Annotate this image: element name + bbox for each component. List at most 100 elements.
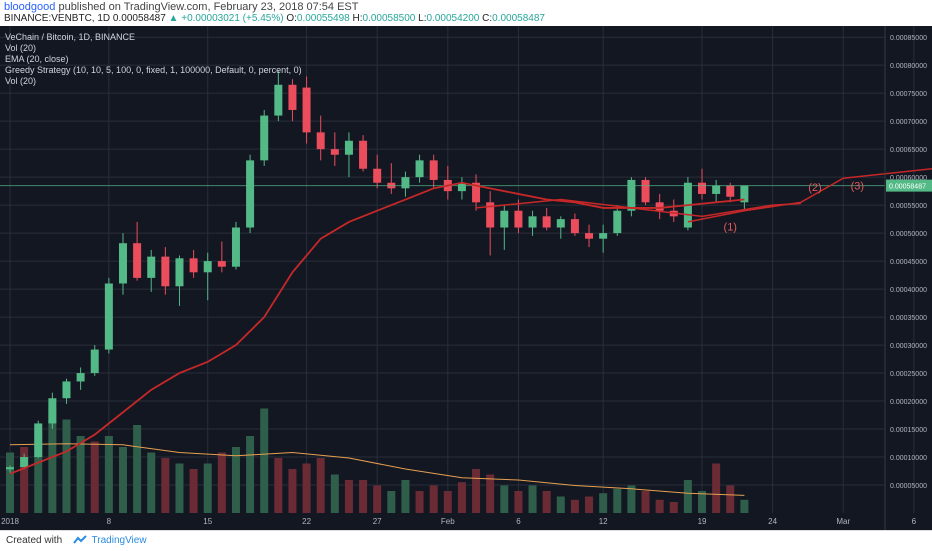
candle-body (359, 140, 368, 169)
candle (740, 185, 749, 210)
candle-body (528, 216, 537, 228)
volume-bar (613, 488, 622, 513)
candle-body (90, 349, 99, 374)
volume-bar (20, 447, 29, 513)
candle-body (316, 132, 325, 150)
candle (231, 221, 240, 270)
candle-body (542, 216, 551, 228)
last-price: 0.00058487 (112, 13, 166, 24)
candle-body (288, 84, 297, 110)
x-tick-label: Feb (441, 517, 455, 526)
x-tick-label: 8 (107, 517, 112, 526)
volume-bar (62, 419, 71, 513)
volume-bar (387, 491, 396, 513)
candle-body (20, 457, 29, 468)
candle-body (34, 423, 43, 458)
candle-body (401, 177, 410, 189)
y-tick-label: 0.00025000 (890, 371, 927, 378)
y-tick-label: 0.00045000 (890, 259, 927, 266)
candle (104, 277, 113, 354)
candle (528, 210, 537, 236)
volume-bar (514, 491, 523, 513)
volume-bar (556, 496, 565, 513)
price-chart[interactable]: (1)(2)(3)(4)(5) 0.000050000.000100000.00… (0, 26, 932, 530)
legend-vol-1: Vol (20) (5, 43, 36, 53)
candle-body (62, 381, 71, 399)
candle (373, 154, 382, 189)
volume-bars (6, 408, 749, 513)
volume-bar (486, 474, 495, 513)
volume-bar (401, 480, 410, 513)
legend-ema: EMA (20, close) (5, 54, 69, 64)
candle-body (260, 115, 269, 161)
volume-bar (585, 496, 594, 513)
volume-bar (246, 436, 255, 513)
volume-bar (6, 452, 14, 513)
x-tick-label: 12 (599, 517, 608, 526)
open-value: 0.00055498 (296, 13, 350, 24)
candle (655, 193, 664, 220)
volume-bar (570, 499, 579, 513)
volume-bar (76, 436, 85, 513)
ema-line (9, 181, 745, 475)
candle (457, 177, 466, 200)
low-label: L: (418, 13, 427, 24)
candle (359, 135, 368, 172)
candle (175, 255, 184, 306)
strategy-line (475, 198, 801, 218)
y-tick-label: 0.00070000 (890, 119, 927, 126)
volume-bar (260, 408, 269, 513)
y-tick-label: 0.00050000 (890, 231, 927, 238)
tradingview-brand[interactable]: TradingView (91, 535, 147, 546)
candle (641, 177, 650, 206)
candle (246, 154, 255, 234)
y-axis[interactable]: 0.00005000 0.00010000 0.00015000 0.00020000… (886, 35, 932, 490)
y-tick-label: 0.00010000 (890, 455, 927, 462)
chart-background (0, 26, 932, 530)
volume-bar (542, 491, 551, 513)
candle-body (570, 219, 579, 234)
candle-body (330, 149, 339, 155)
volume-bar (457, 482, 466, 513)
volume-bar (133, 425, 142, 513)
tradingview-logo-icon (73, 535, 87, 544)
volume-bar (90, 441, 99, 513)
candle (260, 109, 269, 166)
indicator-lines (0, 168, 932, 475)
candle (585, 224, 594, 248)
candle (330, 132, 339, 166)
low-value: 0.00054200 (426, 13, 480, 24)
volume-bar (161, 458, 170, 513)
publish-line: bloodgood published on TradingView.com, … (4, 1, 359, 13)
volume-bar (118, 447, 127, 513)
candle-body (175, 258, 184, 287)
x-tick-label: 24 (768, 517, 777, 526)
y-tick-label: 0.00030000 (890, 343, 927, 350)
current-price-tag (886, 179, 932, 192)
volume-bar (740, 499, 749, 513)
candle-body (48, 398, 57, 424)
candle (514, 199, 523, 234)
volume-bar (443, 491, 452, 513)
candle (542, 207, 551, 231)
footer-bar: Created with TradingView (0, 530, 932, 551)
candle (556, 216, 565, 239)
legend: VeChain / Bitcoin, 1D, BINANCE Vol (20) … (5, 32, 302, 86)
x-tick-label: 27 (373, 517, 382, 526)
candle-body (599, 233, 608, 239)
volume-bar (274, 458, 283, 513)
author-link[interactable]: bloodgood (4, 1, 56, 13)
close-label: C: (482, 13, 493, 24)
x-axis[interactable]: 20188152227Feb6121924Mar6121926Apr (1, 517, 932, 526)
legend-vol-2: Vol (20) (5, 76, 36, 86)
y-tick-label: 0.00020000 (890, 399, 927, 406)
candle-body (274, 84, 283, 116)
close-value: 0.00058487 (492, 13, 545, 24)
candle (203, 252, 212, 301)
volume-bar (175, 463, 184, 513)
volume-bar (528, 485, 537, 513)
high-label: H: (352, 13, 363, 24)
y-tick-label: 0.00035000 (890, 315, 927, 322)
volume-bar (429, 485, 438, 513)
candle-body (472, 182, 481, 203)
